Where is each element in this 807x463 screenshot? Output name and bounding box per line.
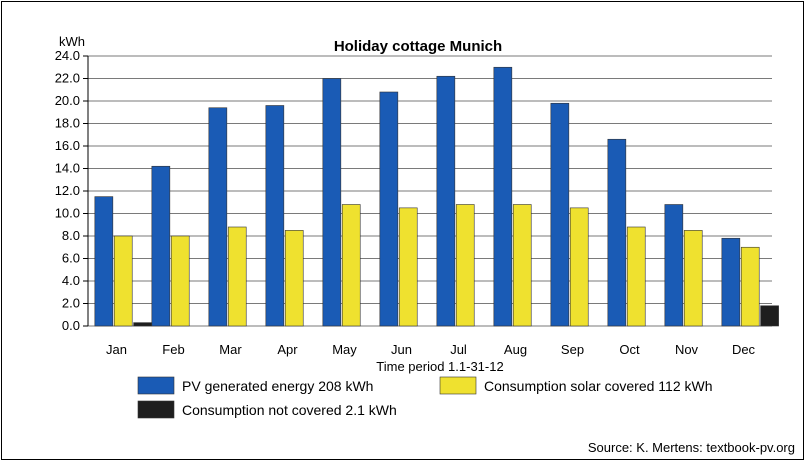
y-tick-label: 16.0 <box>55 138 80 153</box>
y-tick-label: 8.0 <box>62 228 80 243</box>
legend-label-series-3: Consumption not covered 2.1 kWh <box>182 402 397 418</box>
bar-nov-series-1 <box>664 204 684 327</box>
legend-swatch-series-2 <box>439 376 477 395</box>
y-tick-label: 4.0 <box>62 273 80 288</box>
bar-jun-series-2 <box>398 207 418 327</box>
bar-nov-series-2 <box>683 230 703 327</box>
x-tick-label: Jul <box>450 342 467 357</box>
bar-jan-series-2 <box>113 235 133 327</box>
bar-jul-series-1 <box>436 75 456 327</box>
x-tick-label: Apr <box>277 342 298 357</box>
bar-dec-series-1 <box>721 237 741 327</box>
x-tick-label: Jan <box>106 342 127 357</box>
x-tick-label: Feb <box>162 342 184 357</box>
bar-apr-series-2 <box>284 230 304 327</box>
y-tick-label: 10.0 <box>55 206 80 221</box>
legend-swatch-series-3 <box>137 400 175 419</box>
chart-title: Holiday cottage Munich <box>334 38 502 55</box>
bar-sep-series-2 <box>569 207 589 327</box>
source-credit: Source: K. Mertens: textbook-pv.org <box>587 440 795 455</box>
legend-label-series-1: PV generated energy 208 kWh <box>182 378 373 394</box>
y-tick-label: 6.0 <box>62 251 80 266</box>
bar-sep-series-1 <box>550 102 570 327</box>
bar-may-series-1 <box>322 78 342 327</box>
y-axis-label: kWh <box>59 34 85 49</box>
y-tick-label: 0.0 <box>62 318 80 333</box>
bar-oct-series-2 <box>626 226 646 327</box>
bar-aug-series-2 <box>512 204 532 327</box>
x-tick-label: Nov <box>675 342 699 357</box>
bar-jan-series-3 <box>133 322 152 327</box>
y-tick-label: 2.0 <box>62 296 80 311</box>
x-tick-label: Aug <box>504 342 527 357</box>
bar-aug-series-1 <box>493 66 513 327</box>
bar-mar-series-1 <box>208 107 228 327</box>
x-tick-label: Mar <box>219 342 242 357</box>
bar-jun-series-1 <box>379 91 399 327</box>
y-tick-label: 24.0 <box>55 48 80 63</box>
x-axis-label: Time period 1.1-31-12 <box>376 359 503 374</box>
bar-dec-series-3 <box>760 305 779 327</box>
bar-jan-series-1 <box>94 196 114 327</box>
bar-jul-series-2 <box>455 204 475 327</box>
bar-feb-series-1 <box>151 165 171 327</box>
bar-may-series-2 <box>341 204 361 327</box>
y-tick-label: 20.0 <box>55 93 80 108</box>
bar-dec-series-2 <box>740 246 760 327</box>
bar-apr-series-1 <box>265 105 285 327</box>
bar-mar-series-2 <box>227 226 247 327</box>
y-tick-label: 18.0 <box>55 116 80 131</box>
x-tick-label: Oct <box>619 342 640 357</box>
x-tick-label: Sep <box>561 342 584 357</box>
bar-feb-series-2 <box>170 235 190 327</box>
x-tick-label: Dec <box>732 342 756 357</box>
bar-oct-series-1 <box>607 138 627 327</box>
y-tick-label: 22.0 <box>55 71 80 86</box>
legend-label-series-2: Consumption solar covered 112 kWh <box>484 378 713 394</box>
y-tick-label: 12.0 <box>55 183 80 198</box>
legend-swatch-series-1 <box>137 376 175 395</box>
x-tick-label: Jun <box>391 342 412 357</box>
y-tick-label: 14.0 <box>55 161 80 176</box>
x-tick-label: May <box>332 342 357 357</box>
